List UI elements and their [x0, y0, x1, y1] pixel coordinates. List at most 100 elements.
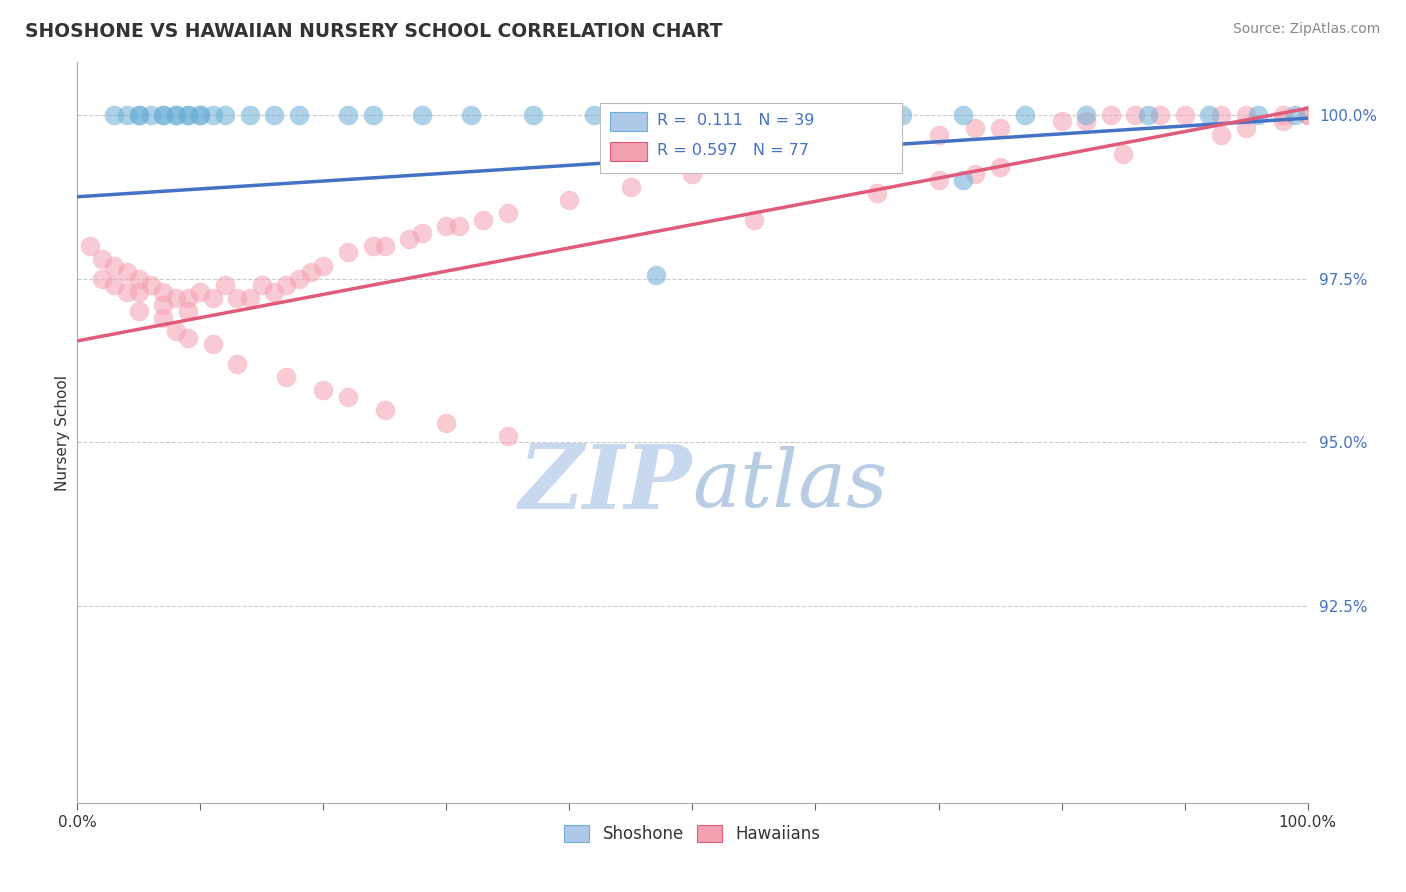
Point [152, 108, 174, 122]
Point [1112, 147, 1135, 161]
Point [239, 291, 262, 305]
Point [496, 206, 519, 220]
Point [398, 232, 420, 246]
Point [682, 167, 704, 181]
Point [1272, 114, 1295, 128]
Text: ZIP: ZIP [519, 442, 693, 528]
Text: atlas: atlas [693, 446, 887, 524]
Point [201, 337, 224, 351]
Point [337, 390, 360, 404]
Text: SHOSHONE VS HAWAIIAN NURSERY SCHOOL CORRELATION CHART: SHOSHONE VS HAWAIIAN NURSERY SCHOOL CORR… [25, 22, 723, 41]
Point [103, 259, 125, 273]
Point [1050, 114, 1073, 128]
Point [226, 357, 249, 371]
Point [165, 324, 187, 338]
Point [928, 173, 950, 187]
Point [780, 147, 803, 161]
Point [177, 304, 200, 318]
Point [1125, 108, 1147, 122]
Point [522, 108, 544, 122]
Bar [610, 142, 647, 161]
Point [226, 291, 249, 305]
Point [115, 285, 138, 299]
Point [718, 108, 741, 122]
Point [165, 291, 187, 305]
Point [988, 161, 1011, 175]
Point [804, 147, 827, 161]
Point [928, 128, 950, 142]
Point [128, 304, 150, 318]
Point [1014, 108, 1036, 122]
Point [1296, 108, 1319, 122]
Point [1099, 108, 1122, 122]
Point [312, 259, 335, 273]
Point [374, 239, 396, 253]
Point [1234, 120, 1257, 135]
Point [1272, 108, 1295, 122]
Point [312, 383, 335, 397]
Point [152, 298, 174, 312]
Point [152, 310, 174, 325]
Point [411, 226, 433, 240]
Point [361, 108, 384, 122]
Point [472, 212, 495, 227]
Point [79, 239, 101, 253]
Point [644, 108, 666, 122]
Point [90, 271, 114, 285]
Point [1234, 108, 1257, 122]
Point [1211, 108, 1233, 122]
Point [201, 291, 224, 305]
Point [411, 108, 433, 122]
Point [866, 186, 889, 201]
Point [177, 291, 200, 305]
Point [1198, 108, 1220, 122]
Y-axis label: Nursery School: Nursery School [55, 375, 70, 491]
Point [436, 416, 458, 430]
Point [1076, 114, 1098, 128]
Point [250, 278, 273, 293]
Point [128, 285, 150, 299]
Point [1211, 128, 1233, 142]
Point [965, 167, 987, 181]
Point [288, 271, 311, 285]
Point [201, 108, 224, 122]
Point [337, 108, 360, 122]
Point [583, 108, 606, 122]
Point [115, 108, 138, 122]
Point [214, 108, 236, 122]
Point [152, 285, 174, 299]
Point [644, 268, 666, 283]
Point [496, 429, 519, 443]
Point [141, 278, 163, 293]
Text: Source: ZipAtlas.com: Source: ZipAtlas.com [1233, 22, 1381, 37]
Bar [610, 112, 647, 131]
Point [780, 108, 803, 122]
Point [742, 153, 765, 168]
Point [1284, 108, 1306, 122]
Point [276, 370, 298, 384]
Point [115, 265, 138, 279]
Point [988, 120, 1011, 135]
Point [128, 271, 150, 285]
Point [460, 108, 482, 122]
Point [620, 180, 643, 194]
Point [337, 245, 360, 260]
Point [1247, 108, 1270, 122]
Point [263, 108, 285, 122]
Point [890, 108, 912, 122]
Point [1174, 108, 1197, 122]
Point [128, 108, 150, 122]
Point [239, 108, 262, 122]
Point [1076, 108, 1098, 122]
Point [436, 219, 458, 234]
Point [447, 219, 470, 234]
Point [299, 265, 322, 279]
Point [952, 108, 974, 122]
Point [558, 193, 581, 207]
Point [361, 239, 384, 253]
Point [165, 108, 187, 122]
Point [841, 128, 863, 142]
Point [1296, 108, 1319, 122]
Point [90, 252, 114, 266]
Point [866, 134, 889, 148]
